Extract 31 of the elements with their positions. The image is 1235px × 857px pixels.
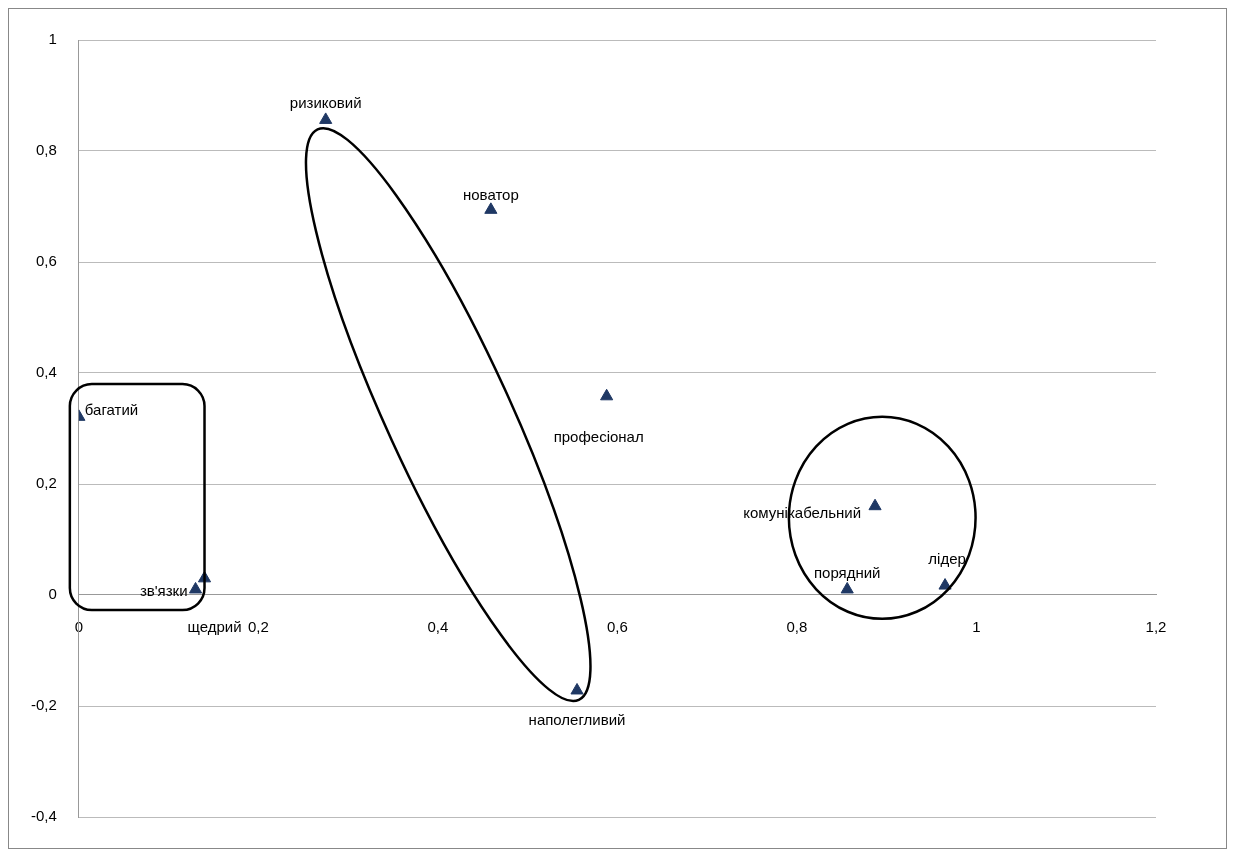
x-tick-label: 1,2: [1145, 618, 1167, 636]
point: [484, 202, 498, 214]
y-tick-label: 0,6: [35, 252, 57, 270]
x-tick-label: 0,6: [606, 618, 628, 636]
annotation: зв'язки: [139, 581, 188, 599]
point: [938, 578, 952, 590]
annotation: щедрий: [187, 618, 242, 636]
annotation: багатий: [84, 400, 139, 418]
annotation: новатор: [462, 185, 519, 203]
point: [600, 388, 614, 401]
annotation: наполегливий: [528, 710, 626, 728]
x-tick-label: 0,2: [247, 618, 269, 636]
y-tick-label: 0: [48, 585, 57, 603]
y-tick-label: -0,2: [30, 696, 57, 714]
x-tick-label: 0,8: [786, 618, 808, 636]
annotation: лідер: [928, 549, 966, 567]
x-tick-label: 1: [972, 618, 981, 636]
x-tick-label: 0,4: [427, 618, 449, 636]
y-tick-label: 0,8: [35, 141, 57, 159]
annotation: ризиковий: [289, 94, 362, 112]
point: [188, 581, 203, 594]
point: [868, 498, 882, 511]
point: [319, 112, 333, 124]
y-tick-label: 0,4: [35, 363, 57, 381]
annotation: порядний: [813, 563, 881, 581]
y-tick-label: -0,4: [30, 807, 57, 825]
annotation: професіонал: [553, 428, 644, 446]
point: [840, 581, 854, 594]
y-tick-label: 1: [48, 30, 57, 48]
y-tick-label: 0,2: [35, 474, 57, 492]
point: [570, 682, 584, 695]
